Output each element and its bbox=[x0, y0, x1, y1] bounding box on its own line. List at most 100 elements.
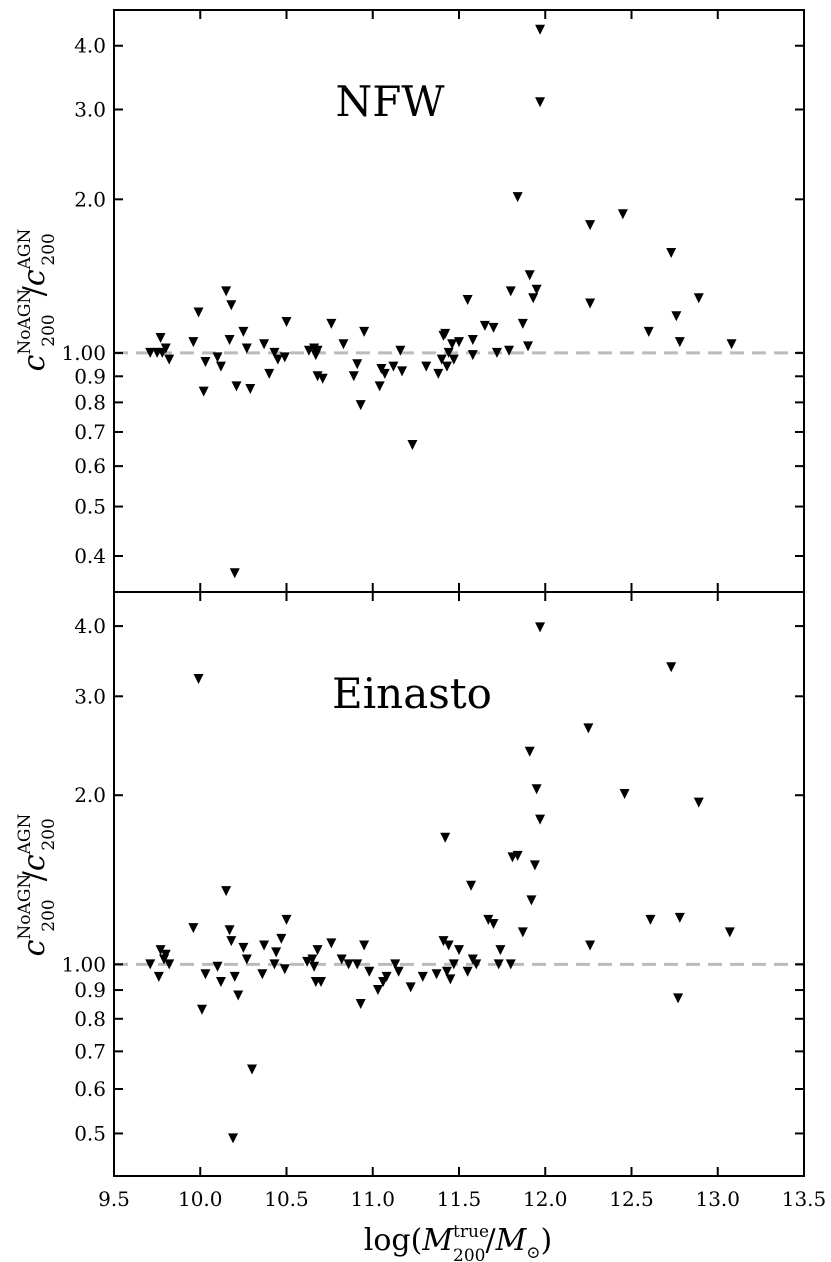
data-point bbox=[241, 954, 252, 965]
data-point bbox=[359, 326, 370, 337]
data-point bbox=[188, 923, 199, 934]
x-axis-label: log(Mtrue 200/M⊙) bbox=[364, 1222, 553, 1262]
ticks-nfw: 0.4 0.5 0.6 0.7 0.80.91.00 2.0 3.0 4.0 bbox=[61, 10, 805, 592]
x-tick-label: 9.5 bbox=[98, 1187, 130, 1211]
data-point bbox=[348, 371, 359, 382]
panel-nfw: 0.4 0.5 0.6 0.7 0.80.91.00 2.0 3.0 4.0 NFW bbox=[61, 9, 805, 593]
data-point bbox=[674, 912, 685, 923]
data-point bbox=[617, 209, 628, 220]
data-point bbox=[619, 789, 630, 800]
data-point bbox=[405, 982, 416, 993]
data-point bbox=[153, 971, 164, 982]
data-point bbox=[212, 961, 223, 972]
points-einasto bbox=[145, 622, 735, 1144]
x-tick-label: 12.5 bbox=[609, 1187, 654, 1211]
data-point bbox=[276, 933, 287, 944]
data-point bbox=[281, 914, 292, 925]
data-point bbox=[229, 568, 240, 579]
data-point bbox=[272, 354, 283, 365]
data-point bbox=[512, 192, 523, 203]
data-point bbox=[352, 359, 363, 370]
x-tick-label: 13.5 bbox=[782, 1187, 827, 1211]
data-point bbox=[585, 940, 596, 951]
data-point bbox=[479, 320, 490, 331]
x-tick-label: 11.0 bbox=[350, 1187, 395, 1211]
panel-einasto: 0.5 0.6 0.7 0.8 0.91.00 2.0 3.0 4.0 Einasto bbox=[61, 591, 805, 1177]
data-point bbox=[488, 322, 499, 333]
data-point bbox=[355, 998, 366, 1009]
data-point bbox=[417, 971, 428, 982]
data-point bbox=[281, 316, 292, 327]
data-point bbox=[517, 927, 528, 938]
data-point bbox=[523, 341, 533, 352]
data-point bbox=[316, 977, 326, 988]
data-point bbox=[338, 339, 349, 350]
data-point bbox=[155, 945, 166, 956]
data-point bbox=[674, 337, 685, 348]
data-point bbox=[231, 381, 242, 392]
data-point bbox=[526, 895, 537, 906]
data-point bbox=[160, 343, 171, 354]
y-tick-label: 0.5 bbox=[74, 1121, 106, 1145]
data-point bbox=[471, 959, 482, 970]
data-point bbox=[454, 945, 464, 956]
y-tick-label: 3.0 bbox=[74, 97, 106, 121]
data-point bbox=[441, 361, 452, 372]
data-point bbox=[693, 797, 704, 808]
x-tick-label: 11.5 bbox=[437, 1187, 482, 1211]
data-point bbox=[407, 440, 418, 451]
y-tick-label: 0.9 bbox=[74, 364, 106, 388]
data-point bbox=[259, 339, 270, 350]
data-point bbox=[585, 298, 596, 309]
data-point bbox=[395, 345, 406, 356]
panel-label-nfw: NFW bbox=[335, 77, 445, 126]
data-point bbox=[467, 350, 478, 361]
data-point bbox=[445, 974, 456, 985]
data-point bbox=[524, 746, 535, 757]
data-point bbox=[221, 286, 232, 297]
data-point bbox=[198, 386, 209, 397]
data-point bbox=[215, 361, 226, 372]
data-point bbox=[257, 969, 268, 980]
data-point bbox=[188, 337, 199, 348]
points-nfw bbox=[145, 24, 737, 579]
data-point bbox=[302, 956, 313, 967]
y-axis-label-einasto: cNoAGN 200/cAGN 200 bbox=[15, 813, 59, 956]
data-point bbox=[531, 284, 542, 295]
data-point bbox=[528, 293, 539, 304]
y-tick-label: 0.7 bbox=[74, 420, 106, 444]
data-point bbox=[724, 927, 735, 938]
data-point bbox=[431, 969, 442, 980]
data-point bbox=[364, 966, 375, 977]
data-point bbox=[312, 945, 323, 956]
data-point bbox=[269, 347, 280, 358]
y-tick-label: 1.00 bbox=[61, 341, 106, 365]
data-point bbox=[145, 959, 156, 970]
data-point bbox=[224, 925, 235, 936]
data-point bbox=[226, 300, 237, 311]
y-axis-label-nfw: cNoAGN 200/cAGN 200 bbox=[15, 228, 59, 371]
data-point bbox=[312, 345, 323, 356]
axes-frame-einasto bbox=[113, 591, 805, 1177]
y-tick-label: 0.7 bbox=[74, 1039, 106, 1063]
data-point bbox=[643, 326, 654, 337]
data-point bbox=[673, 993, 684, 1004]
data-point bbox=[247, 1064, 257, 1075]
data-point bbox=[443, 940, 454, 951]
data-point bbox=[241, 343, 252, 354]
data-point bbox=[666, 662, 677, 673]
data-point bbox=[145, 347, 156, 358]
y-tick-label: 0.8 bbox=[74, 390, 106, 414]
y-tick-label: 1.00 bbox=[61, 952, 106, 976]
data-point bbox=[447, 339, 458, 350]
data-point bbox=[448, 959, 459, 970]
data-point bbox=[388, 361, 399, 372]
y-tick-label: 2.0 bbox=[74, 783, 106, 807]
data-point bbox=[269, 959, 280, 970]
x-tick-label: 10.0 bbox=[178, 1187, 223, 1211]
data-point bbox=[279, 352, 290, 363]
y-tick-label: 0.8 bbox=[74, 1007, 106, 1031]
data-point bbox=[224, 335, 235, 346]
data-point bbox=[462, 966, 473, 977]
